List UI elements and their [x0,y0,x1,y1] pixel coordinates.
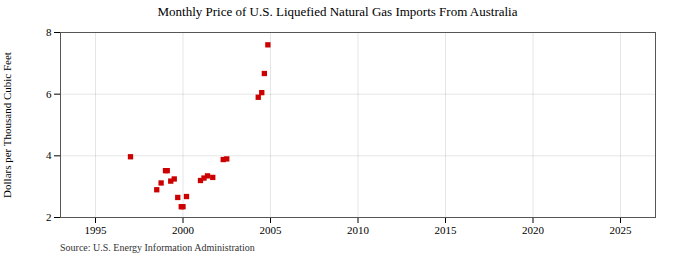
svg-text:Dollars per Thousand Cubic Fee: Dollars per Thousand Cubic Feet [1,52,13,198]
svg-text:8: 8 [46,26,52,38]
svg-text:2025: 2025 [610,224,633,236]
svg-text:2000: 2000 [172,224,195,236]
svg-text:2005: 2005 [260,224,283,236]
svg-text:1995: 1995 [85,224,108,236]
svg-text:6: 6 [46,88,52,100]
html-text:Source: U.S. Energy Informatio: Source: U.S. Energy Information Administ… [60,242,255,253]
svg-text:2010: 2010 [347,224,370,236]
svg-text:4: 4 [46,149,52,161]
svg-text:2020: 2020 [522,224,545,236]
svg-text:2: 2 [46,211,52,223]
svg-text:2015: 2015 [435,224,458,236]
html-text:Monthly Price of U.S. Liquefie: Monthly Price of U.S. Liquefied Natural … [157,4,518,19]
